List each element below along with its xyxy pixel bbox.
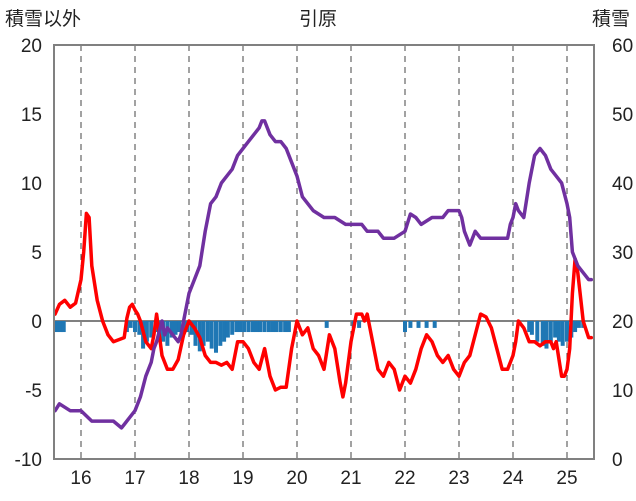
series-line-red <box>53 211 594 399</box>
bar <box>165 321 170 346</box>
y-left-tick-label: 20 <box>21 36 42 57</box>
bar <box>222 321 227 342</box>
bar <box>137 321 142 335</box>
bar <box>544 321 549 349</box>
y-right-tick-label: 50 <box>612 105 633 126</box>
bar <box>556 321 561 342</box>
bar <box>177 321 182 333</box>
bar <box>218 321 223 346</box>
x-tick-label: 17 <box>124 468 145 489</box>
bar <box>432 321 437 328</box>
right-axis-label: 積雪 <box>592 8 630 30</box>
bar <box>54 321 59 333</box>
x-tick-label: 25 <box>556 468 577 489</box>
bar <box>225 321 230 338</box>
plot-frame <box>53 44 595 460</box>
y-right-tick-label: 30 <box>612 243 633 264</box>
y-left-tick-label: 5 <box>31 243 42 264</box>
line-series <box>53 119 594 430</box>
bar <box>133 321 137 333</box>
bar <box>286 321 291 333</box>
bar-series <box>54 321 586 353</box>
bar <box>173 321 178 335</box>
bar <box>416 321 421 328</box>
bar <box>205 321 210 342</box>
bar <box>238 321 243 333</box>
bar <box>278 321 283 333</box>
y-left-tick-label: -10 <box>15 450 42 471</box>
bar <box>201 321 206 346</box>
bar <box>274 321 279 333</box>
bar <box>214 321 218 353</box>
bar <box>540 321 545 346</box>
bar <box>254 321 259 333</box>
x-tick-label: 20 <box>286 468 307 489</box>
y-left-tick-label: 10 <box>21 174 42 195</box>
bar <box>58 321 63 333</box>
bar <box>209 321 214 349</box>
bar <box>246 321 251 333</box>
bar <box>527 321 532 333</box>
bar <box>403 321 407 333</box>
bar <box>357 321 362 328</box>
bar <box>553 321 558 338</box>
bar <box>128 321 133 328</box>
bar <box>283 321 288 333</box>
x-tick-label: 24 <box>502 468 524 489</box>
x-tick-label: 19 <box>232 468 253 489</box>
y-right-tick-label: 60 <box>612 36 633 57</box>
bar <box>250 321 255 333</box>
bar <box>144 321 149 342</box>
bar <box>424 321 429 328</box>
y-left-tick-label: -5 <box>25 381 42 402</box>
x-tick-label: 22 <box>394 468 415 489</box>
bar <box>408 321 413 328</box>
bar <box>169 321 174 338</box>
bar <box>230 321 235 335</box>
bar <box>565 321 569 342</box>
x-tick-label: 21 <box>340 468 361 489</box>
bar <box>560 321 565 346</box>
bar <box>149 321 154 338</box>
y-right-tick-label: 40 <box>612 174 633 195</box>
grid-lines <box>54 45 594 459</box>
bar <box>258 321 263 333</box>
bar <box>234 321 239 333</box>
y-left-tick-label: 15 <box>21 105 42 126</box>
bar <box>266 321 271 333</box>
bar <box>262 321 267 333</box>
chart-title: 引原 <box>299 8 337 30</box>
bar <box>573 321 578 333</box>
bar <box>61 321 66 333</box>
y-right-tick-label: 0 <box>612 450 623 471</box>
bar <box>189 321 194 335</box>
bar <box>324 321 329 328</box>
bar <box>270 321 275 333</box>
bar <box>535 321 540 342</box>
x-tick-label: 18 <box>178 468 199 489</box>
y-right-tick-label: 10 <box>612 381 633 402</box>
y-left-tick-label: 0 <box>31 312 42 333</box>
left-axis-label: 積雪以外 <box>5 8 81 30</box>
x-tick-label: 23 <box>448 468 469 489</box>
bar <box>242 321 247 333</box>
y-right-tick-label: 20 <box>612 312 633 333</box>
x-tick-label: 16 <box>70 468 91 489</box>
series-line-purple <box>53 119 594 430</box>
bar <box>576 321 581 328</box>
bar <box>548 321 553 342</box>
bar <box>529 321 534 335</box>
